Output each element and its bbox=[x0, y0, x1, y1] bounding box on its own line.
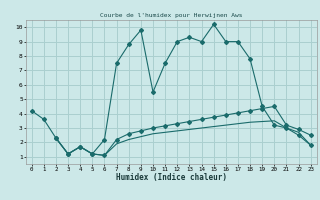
X-axis label: Humidex (Indice chaleur): Humidex (Indice chaleur) bbox=[116, 173, 227, 182]
Title: Courbe de l'humidex pour Herwijnen Aws: Courbe de l'humidex pour Herwijnen Aws bbox=[100, 13, 243, 18]
